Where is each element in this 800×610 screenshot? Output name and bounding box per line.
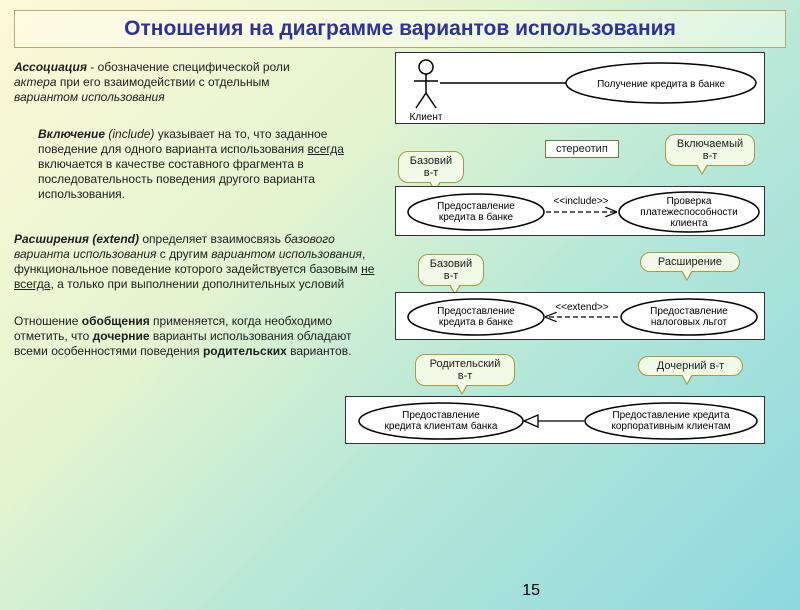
svg-text:Предоставление: Предоставление [437,201,515,212]
svg-text:корпоративным клиентам: корпоративным клиентам [611,421,730,432]
child-callout: Дочерний в-т [638,356,743,376]
svg-text:Проверка: Проверка [667,196,712,207]
svg-text:Предоставление: Предоставление [650,306,728,317]
extension-callout: Расширение [640,252,740,272]
include-figure: Предоставление кредита в банке <<include… [395,186,765,236]
content-area: Ассоциация - обозначение специфической р… [0,54,800,373]
page-title: Отношения на диаграмме вариантов использ… [25,17,775,41]
included-callout: Включаемый в-т [665,134,755,166]
assoc-usecase: Получение кредита в банке [597,78,725,90]
svg-text:<<include>>: <<include>> [553,196,608,207]
assoc-para: Ассоциация - обозначение специфической р… [14,60,334,105]
svg-text:клиента: клиента [670,218,707,229]
svg-text:<<extend>>: <<extend>> [555,302,609,313]
gen-para: Отношение обобщения применяется, когда н… [14,314,354,359]
svg-text:платежеспособности: платежеспособности [640,206,737,218]
base-callout-2: Базовий в-т [418,254,484,286]
svg-text:Предоставление: Предоставление [437,306,515,317]
parent-callout: Родительский в-т [415,354,515,386]
svg-text:Предоставление кредита: Предоставление кредита [612,410,730,421]
svg-text:Предоставление: Предоставление [402,410,480,421]
extend-figure: Предоставление кредита в банке <<extend>… [395,292,765,340]
base-callout-1: Базовий в-т [398,151,464,183]
extend-para: Расширения (extend) определяет взаимосвя… [14,232,384,292]
stereotype-label: стереотип [545,140,619,158]
svg-text:кредита клиентам банка: кредита клиентам банка [385,420,498,432]
include-para: Включение (include) указывает на то, что… [38,127,378,202]
svg-text:кредита в банке: кредита в банке [439,316,514,328]
page-number: 15 [522,582,540,600]
actor-label: Клиент [410,112,443,123]
svg-text:кредита в банке: кредита в банке [439,211,514,223]
svg-text:налоговых льгот: налоговых льгот [651,317,728,328]
assoc-figure: Клиент Получение кредита в банке [395,52,765,124]
title-box: Отношения на диаграмме вариантов использ… [14,10,786,48]
gen-figure: Предоставление кредита клиентам банка Пр… [345,396,765,444]
